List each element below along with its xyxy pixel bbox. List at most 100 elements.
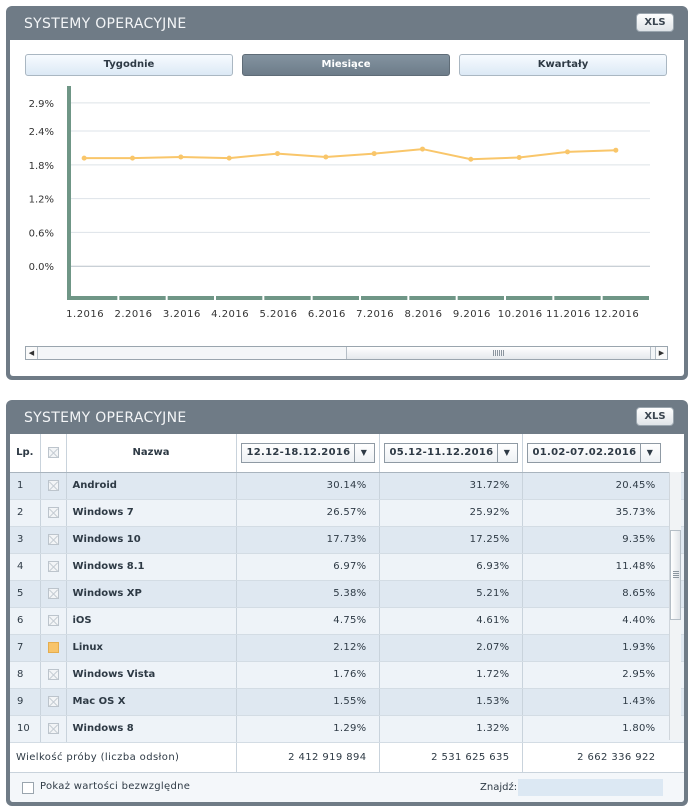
row-select[interactable] (40, 715, 67, 743)
row-value: 4.61% (379, 607, 523, 635)
x-segment-bar (264, 296, 311, 300)
sample-size-row: Wielkość próby (liczba odsłon) 2 412 919… (10, 741, 684, 773)
row-select[interactable] (40, 661, 67, 689)
tab-weeks[interactable]: Tygodnie (25, 54, 233, 76)
table-row[interactable]: 3 Windows 10 17.73% 17.25% 9.35% (10, 526, 684, 554)
header-name[interactable]: Nazwa (66, 434, 237, 473)
row-value: 30.14% (236, 472, 380, 500)
period-select-3-value: 01.02-07.02.2016 (532, 446, 637, 458)
table-row[interactable]: 4 Windows 8.1 6.97% 6.93% 11.48% (10, 553, 684, 581)
row-value: 31.72% (379, 472, 523, 500)
x-tick-label: 1.2016 (66, 309, 104, 320)
row-select[interactable] (40, 553, 67, 581)
chart-horizontal-scrollbar[interactable]: ◀ ▶ (25, 346, 668, 360)
chart-panel-body: Tygodnie Miesiące Kwartały 0.0% 0.6% 1.2% 1… (10, 40, 684, 376)
row-select[interactable] (40, 472, 67, 500)
row-value: 5.38% (236, 580, 380, 608)
x-tick-label: 10.2016 (498, 309, 543, 320)
data-point (371, 151, 377, 157)
header-lp[interactable]: Lp. (10, 434, 41, 473)
table-row[interactable]: 1 Android 30.14% 31.72% 20.45% (10, 472, 684, 500)
checkbox-icon[interactable] (47, 447, 59, 458)
row-select[interactable] (40, 526, 67, 554)
period-select-2[interactable]: 05.12-11.12.2016 ▼ (383, 442, 518, 463)
table-row[interactable]: 9 Mac OS X 1.55% 1.53% 1.43% (10, 688, 684, 716)
table-panel-header: SYSTEMY OPERACYJNE XLS (10, 400, 684, 434)
checkbox-icon[interactable] (47, 695, 59, 707)
series-line (84, 148, 616, 161)
row-select[interactable] (40, 607, 67, 635)
data-point (516, 155, 522, 161)
scroll-thumb[interactable] (670, 530, 681, 620)
row-select[interactable] (40, 688, 67, 716)
row-lp: 5 (10, 580, 41, 608)
tab-months[interactable]: Miesiące (242, 54, 450, 76)
row-lp: 8 (10, 661, 41, 689)
scroll-right-icon[interactable]: ▶ (655, 347, 667, 359)
table-vertical-scrollbar[interactable] (669, 472, 681, 740)
row-name: iOS (66, 607, 237, 635)
table-body: 1 Android 30.14% 31.72% 20.45% 2 Windows 7 26.5… (10, 472, 684, 743)
checkbox-icon[interactable] (47, 668, 59, 680)
table-row[interactable]: 7 Linux 2.12% 2.07% 1.93% (10, 634, 684, 662)
grip-icon (673, 571, 679, 579)
x-tick-label: 12.2016 (594, 309, 639, 320)
row-name: Windows 8.1 (66, 553, 237, 581)
x-segment-bar (554, 296, 601, 300)
find-input[interactable] (518, 779, 663, 796)
row-value: 8.65% (522, 580, 684, 608)
period-tabs: Tygodnie Miesiące Kwartały (25, 54, 668, 76)
table-row[interactable]: 2 Windows 7 26.57% 25.92% 35.73% (10, 499, 684, 527)
row-value: 2.12% (236, 634, 380, 662)
period-select-3[interactable]: 01.02-07.02.2016 ▼ (526, 442, 661, 463)
period-select-1[interactable]: 12.12-18.12.2016 ▼ (240, 442, 375, 463)
data-point (565, 149, 570, 155)
row-value: 20.45% (522, 472, 684, 500)
row-select[interactable] (40, 580, 67, 608)
data-point (323, 154, 329, 160)
chevron-down-icon[interactable]: ▼ (639, 443, 660, 462)
chart-panel-title: SYSTEMY OPERACYJNE (24, 16, 187, 32)
absolute-values-checkbox[interactable] (22, 782, 34, 794)
checkbox-icon[interactable] (47, 560, 59, 572)
data-point (420, 146, 425, 152)
checkbox-icon[interactable] (47, 479, 59, 491)
table-header-row: Lp. Nazwa 12.12-18.12.2016 ▼ 05.12-11.12.… (10, 434, 684, 473)
checkbox-icon[interactable] (47, 533, 59, 545)
scroll-left-icon[interactable]: ◀ (26, 347, 38, 359)
row-value: 1.55% (236, 688, 380, 716)
x-segment-bar (506, 296, 553, 300)
chevron-down-icon[interactable]: ▼ (496, 443, 517, 462)
sample-size-value: 2 412 919 894 (236, 741, 380, 773)
chart-xls-button[interactable]: XLS (636, 13, 674, 32)
y-tick-label: 0.6% (29, 228, 54, 239)
absolute-values-label: Pokaż wartości bezwzględne (40, 781, 191, 792)
header-select-all[interactable] (40, 434, 67, 473)
checkbox-icon[interactable] (47, 614, 59, 626)
table-row[interactable]: 5 Windows XP 5.38% 5.21% 8.65% (10, 580, 684, 608)
row-select[interactable] (40, 634, 67, 662)
row-value: 4.40% (522, 607, 684, 635)
sample-size-label: Wielkość próby (liczba odsłon) (10, 741, 237, 773)
table-panel: SYSTEMY OPERACYJNE XLS Lp. Nazwa 12.12-1… (6, 400, 688, 806)
line-chart: 0.0% 0.6% 1.2% 1.8% 2.4% 2.9% 1.2016 2.2016 3.20… (29, 86, 650, 320)
x-segment-bar (602, 296, 649, 300)
table-row[interactable]: 8 Windows Vista 1.76% 1.72% 2.95% (10, 661, 684, 689)
checkbox-icon[interactable] (47, 506, 59, 518)
x-tick-label: 4.2016 (211, 309, 249, 320)
scroll-thumb[interactable] (346, 347, 651, 359)
row-select[interactable] (40, 499, 67, 527)
table-row[interactable]: 10 Windows 8 1.29% 1.32% 1.80% (10, 715, 684, 743)
table-xls-button[interactable]: XLS (636, 407, 674, 426)
y-axis-bar (67, 86, 71, 300)
data-point (178, 154, 184, 160)
tab-quarters[interactable]: Kwartały (459, 54, 667, 76)
data-point (81, 155, 87, 161)
checked-box-icon[interactable] (47, 641, 59, 653)
checkbox-icon[interactable] (47, 722, 59, 734)
checkbox-icon[interactable] (47, 587, 59, 599)
table-row[interactable]: 6 iOS 4.75% 4.61% 4.40% (10, 607, 684, 635)
chevron-down-icon[interactable]: ▼ (353, 443, 374, 462)
y-tick-label: 0.0% (29, 262, 54, 273)
x-segment-bar (167, 296, 214, 300)
